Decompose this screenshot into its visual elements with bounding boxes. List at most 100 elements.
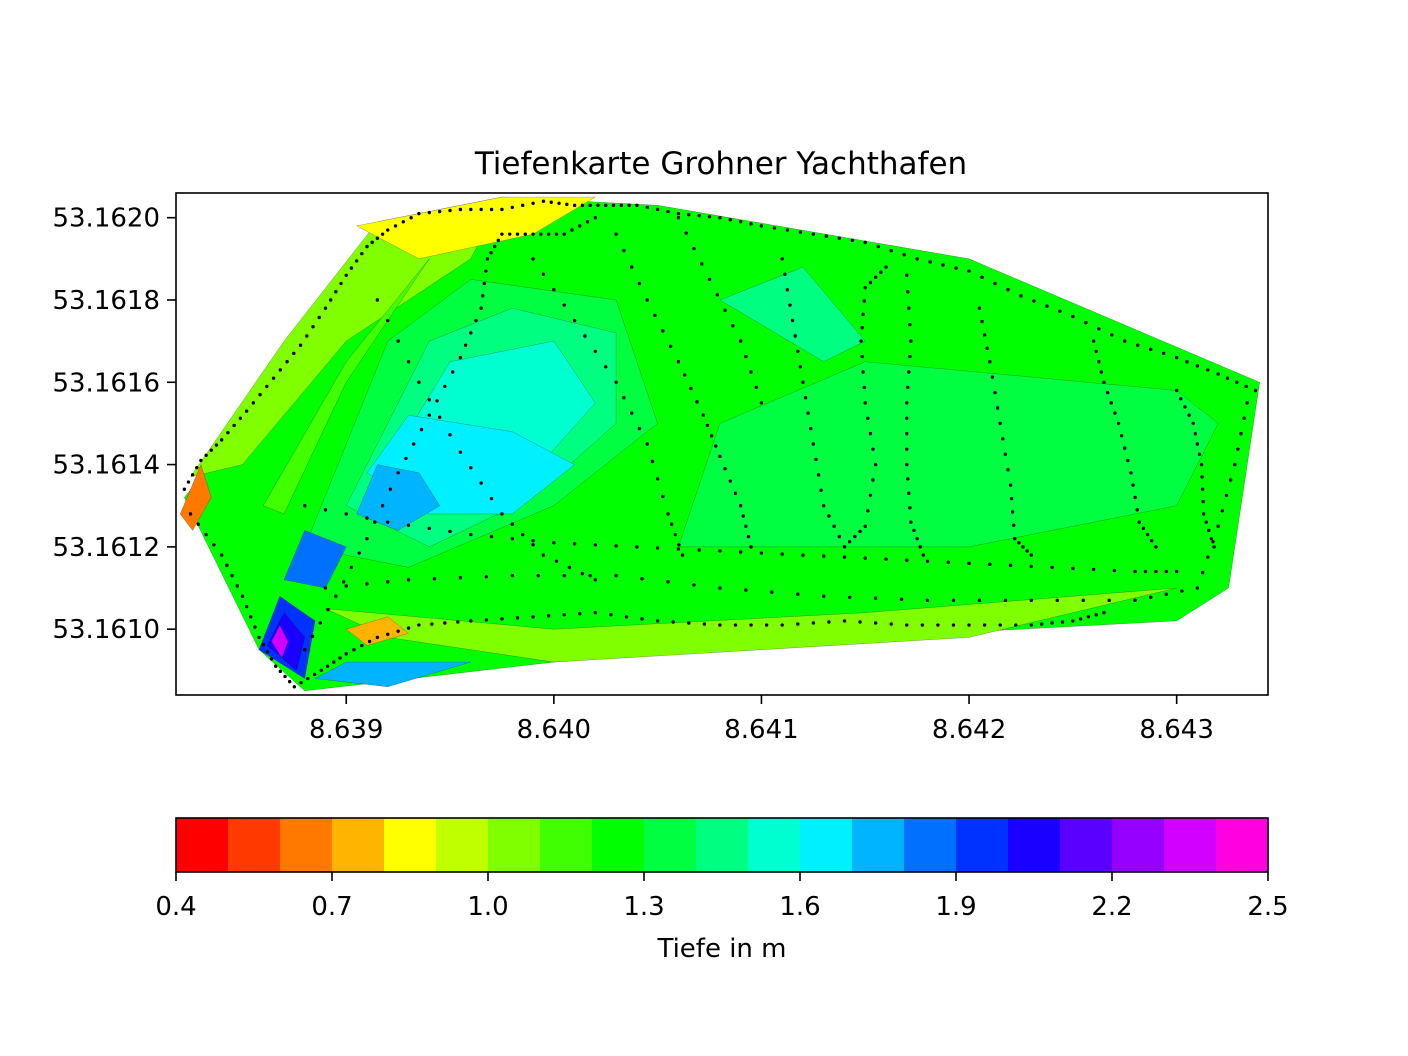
colorbar-swatch (592, 818, 645, 872)
sounding-point (744, 354, 748, 359)
colorbar-swatch (904, 818, 957, 872)
sounding-point (489, 207, 494, 212)
sounding-point (469, 465, 473, 470)
sounding-point (386, 318, 390, 323)
sounding-track-1 (188, 512, 1106, 689)
sounding-point (1195, 586, 1200, 590)
sounding-track-8 (676, 215, 764, 405)
sounding-point (682, 373, 687, 377)
sounding-point (759, 551, 764, 555)
sounding-point (809, 426, 813, 431)
sounding-point (458, 450, 463, 454)
sounding-point (842, 545, 847, 549)
sounding-point (1149, 347, 1153, 352)
sounding-point (1040, 622, 1044, 626)
sounding-point (489, 496, 494, 501)
sounding-point (822, 504, 826, 508)
sounding-point (1078, 617, 1083, 621)
sounding-point (463, 343, 468, 347)
sounding-point (1094, 349, 1098, 354)
sounding-point (1123, 446, 1127, 450)
sounding-point (920, 623, 925, 627)
sounding-point (909, 339, 913, 343)
colorbar-swatch (644, 818, 697, 872)
sounding-point (718, 215, 722, 220)
sounding-point (977, 598, 982, 603)
sounding-point (406, 523, 411, 527)
sounding-point (863, 556, 867, 560)
depth-region-11 (356, 464, 440, 531)
sounding-point (354, 259, 359, 263)
sounding-point (199, 458, 203, 463)
sounding-track-9 (780, 257, 888, 549)
depth-region-2 (356, 196, 597, 259)
sounding-point (357, 551, 361, 555)
colorbar-swatch (852, 818, 905, 872)
sounding-point (1099, 370, 1104, 374)
sounding-point (796, 622, 800, 626)
sounding-point (580, 571, 585, 576)
sounding-point (905, 447, 909, 451)
sounding-point (819, 488, 823, 492)
sounding-point (1003, 598, 1008, 603)
sounding-point (593, 215, 598, 220)
sounding-point (902, 253, 906, 257)
sounding-point (1174, 569, 1179, 574)
sounding-point (554, 559, 559, 563)
sounding-point (798, 230, 803, 234)
sounding-point (287, 679, 292, 684)
sounding-point (1123, 339, 1127, 343)
sounding-track-6 (531, 257, 685, 557)
sounding-point (593, 543, 598, 547)
sounding-point (1029, 564, 1034, 569)
sounding-point (1071, 619, 1075, 623)
sounding-point (1209, 536, 1214, 541)
sounding-point (1055, 598, 1059, 603)
sounding-point (858, 620, 862, 624)
sounding-point (562, 232, 566, 236)
sounding-point (925, 598, 930, 603)
sounding-point (523, 232, 527, 236)
sounding-point (871, 478, 875, 482)
sounding-point (265, 650, 270, 654)
sounding-point (404, 456, 408, 461)
sounding-point (1014, 623, 1018, 627)
sounding-point (458, 576, 463, 580)
sounding-point (1126, 458, 1130, 463)
sounding-point (614, 544, 618, 548)
sounding-point (305, 334, 309, 338)
colorbar-swatch (488, 818, 541, 872)
sounding-point (188, 512, 193, 516)
sounding-track-13 (1174, 388, 1216, 549)
sounding-point (292, 351, 296, 356)
sounding-point (614, 573, 618, 578)
sounding-point (714, 444, 718, 448)
sounding-point (798, 365, 803, 369)
y-tick-label: 53.1618 (52, 286, 160, 316)
sounding-point (744, 524, 748, 528)
sounding-point (770, 590, 774, 594)
sounding-point (731, 324, 735, 328)
sounding-point (1010, 510, 1015, 514)
sounding-point (273, 664, 278, 668)
sounding-point (863, 401, 867, 405)
sounding-point (380, 232, 385, 236)
sounding-point (873, 621, 878, 625)
sounding-point (1071, 314, 1075, 319)
sounding-point (325, 664, 330, 668)
sounding-point (1050, 565, 1054, 570)
sounding-point (998, 421, 1002, 426)
colorbar-swatch (436, 818, 489, 872)
sounding-point (251, 401, 256, 405)
sounding-point (557, 201, 561, 205)
sounding-point (754, 385, 758, 390)
sounding-point (588, 203, 592, 208)
sounding-point (936, 623, 940, 627)
sounding-point (226, 430, 230, 435)
sounding-point (873, 275, 878, 280)
sounding-point (788, 303, 792, 307)
colorbar-tick-label: 1.9 (935, 892, 976, 922)
sounding-point (1050, 621, 1054, 625)
sounding-point (967, 269, 971, 273)
sounding-point (871, 447, 875, 451)
